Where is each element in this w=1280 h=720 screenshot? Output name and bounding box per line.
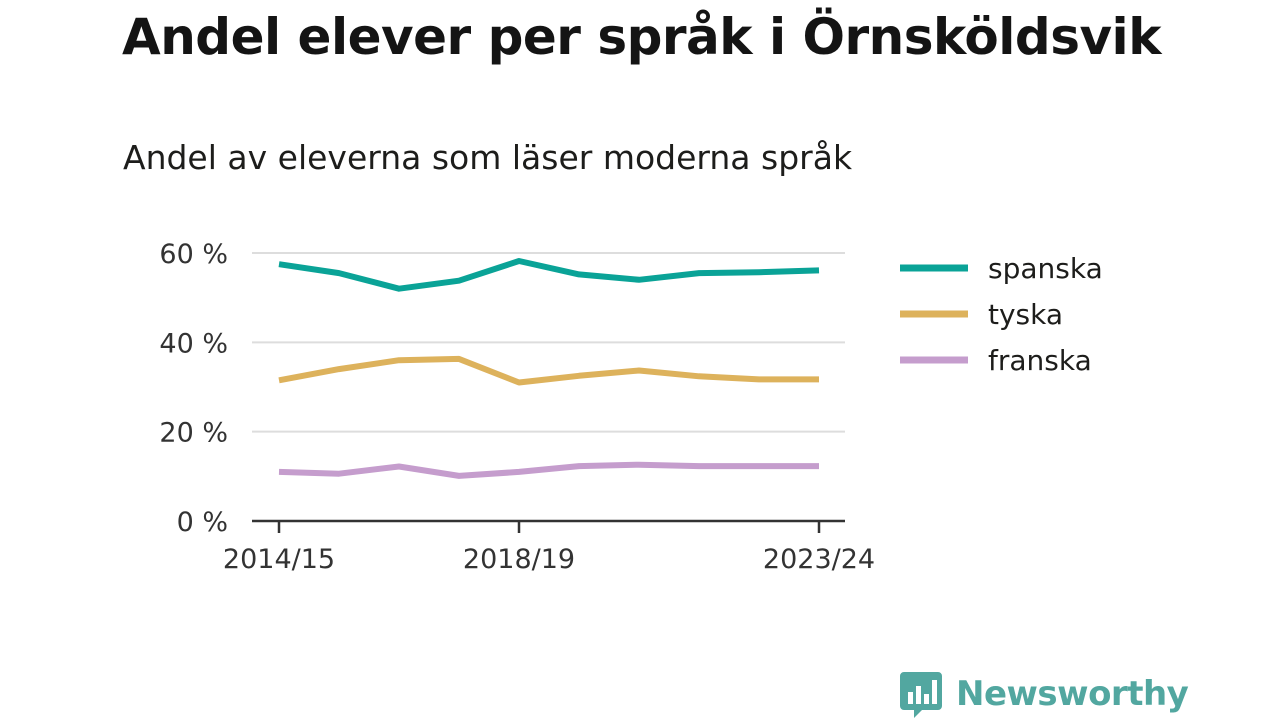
series-line-tyska [278, 355, 819, 386]
chart-subtitle: Andel av eleverna som läser moderna språ… [123, 138, 853, 177]
brand-name: Newsworthy [956, 674, 1189, 714]
legend-label-tyska: tyska [988, 298, 1063, 331]
y-tick-label: 60 % [159, 239, 228, 270]
y-tick-label: 40 % [159, 328, 228, 359]
series-line-franska [278, 461, 819, 479]
newsworthy-logo-icon [900, 672, 942, 718]
x-tick-label: 2014/15 [223, 544, 335, 575]
legend-label-spanska: spanska [988, 252, 1103, 285]
series-line-spanska [278, 258, 820, 292]
chart-title: Andel elever per språk i Örnsköldsvik [122, 8, 1161, 66]
y-tick-label: 0 % [177, 507, 228, 538]
legend-label-franska: franska [988, 344, 1092, 377]
x-tick-label: 2018/19 [463, 544, 575, 575]
y-tick-label: 20 % [159, 418, 228, 449]
x-tick-label: 2023/24 [763, 544, 875, 575]
brand-logo: Newsworthy [900, 670, 1189, 718]
